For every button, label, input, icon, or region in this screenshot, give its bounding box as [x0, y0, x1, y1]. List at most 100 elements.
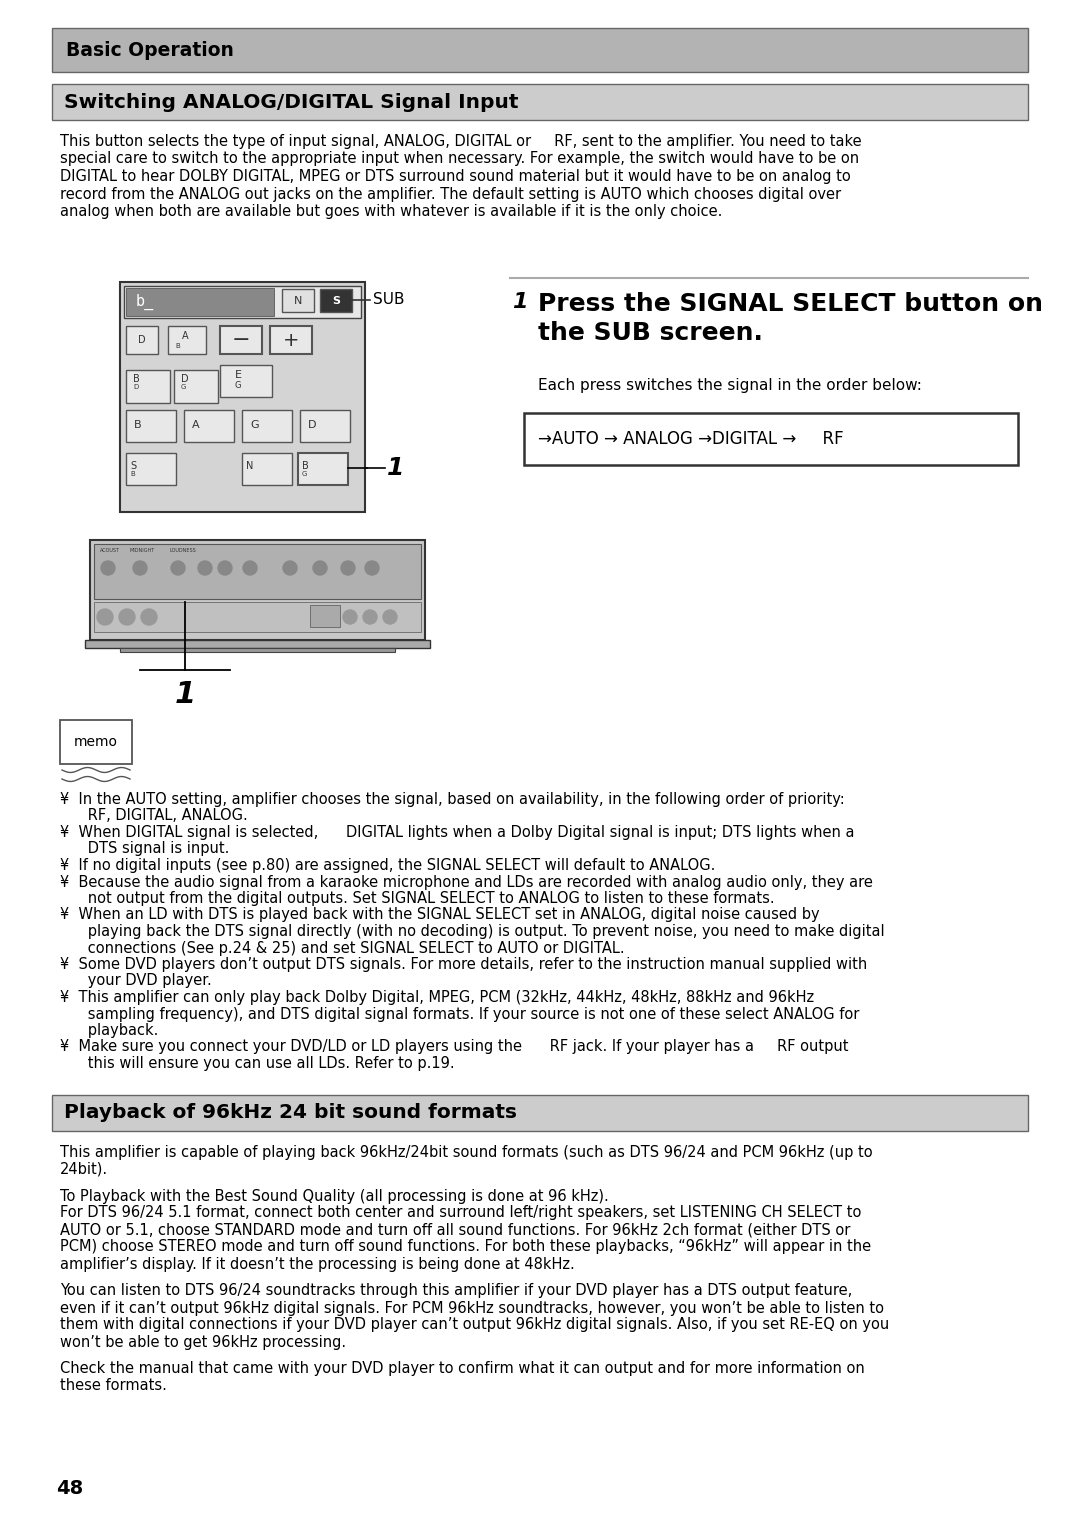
- Bar: [320, 288, 352, 311]
- Text: them with digital connections if your DVD player can’t output 96kHz digital sign: them with digital connections if your DV…: [60, 1317, 889, 1332]
- Circle shape: [343, 610, 357, 624]
- Circle shape: [383, 610, 397, 624]
- Text: playing back the DTS signal directly (with no decoding) is output. To prevent no: playing back the DTS signal directly (wi…: [60, 925, 885, 938]
- Text: S: S: [130, 461, 136, 472]
- Text: SUB: SUB: [373, 293, 405, 308]
- Text: To Playback with the Best Sound Quality (all processing is done at 96 kHz).: To Playback with the Best Sound Quality …: [60, 1189, 609, 1204]
- Text: AUTO or 5.1, choose STANDARD mode and turn off all sound functions. For 96kHz 2c: AUTO or 5.1, choose STANDARD mode and tu…: [60, 1222, 850, 1238]
- Text: B: B: [134, 420, 141, 430]
- Text: A: A: [192, 420, 200, 430]
- Bar: [52, 1094, 1028, 1131]
- Bar: [524, 414, 1018, 465]
- Bar: [184, 410, 234, 443]
- Text: 1: 1: [512, 291, 527, 311]
- Text: ¥  If no digital inputs (see p.80) are assigned, the SIGNAL SELECT will default : ¥ If no digital inputs (see p.80) are as…: [60, 858, 715, 873]
- Text: 1: 1: [174, 681, 195, 710]
- Bar: [126, 410, 176, 443]
- Bar: [220, 327, 262, 354]
- Text: ¥  Because the audio signal from a karaoke microphone and LDs are recorded with : ¥ Because the audio signal from a karaok…: [60, 874, 873, 890]
- Circle shape: [102, 562, 114, 575]
- Text: N: N: [246, 461, 254, 472]
- Text: ¥  When an LD with DTS is played back with the SIGNAL SELECT set in ANALOG, digi: ¥ When an LD with DTS is played back wit…: [60, 908, 820, 923]
- Text: G: G: [234, 380, 241, 389]
- Text: B: B: [130, 472, 135, 478]
- Circle shape: [341, 562, 355, 575]
- Text: b̲: b̲: [136, 295, 154, 310]
- Circle shape: [97, 609, 113, 626]
- Circle shape: [141, 609, 157, 626]
- Text: Playback of 96kHz 24 bit sound formats: Playback of 96kHz 24 bit sound formats: [64, 1103, 517, 1122]
- Bar: [300, 410, 350, 443]
- Text: not output from the digital outputs. Set SIGNAL SELECT to ANALOG to listen to th: not output from the digital outputs. Set…: [60, 891, 774, 906]
- Bar: [270, 327, 312, 354]
- Bar: [310, 604, 340, 627]
- Text: amplifier’s display. If it doesn’t the processing is being done at 48kHz.: amplifier’s display. If it doesn’t the p…: [60, 1256, 575, 1271]
- Text: +: +: [283, 331, 299, 349]
- Text: record from the ANALOG out jacks on the amplifier. The default setting is AUTO w: record from the ANALOG out jacks on the …: [60, 186, 841, 201]
- Text: G: G: [302, 472, 308, 478]
- Bar: [52, 27, 1028, 72]
- Bar: [242, 453, 292, 485]
- Text: ¥  When DIGITAL signal is selected,      DIGITAL lights when a Dolby Digital sig: ¥ When DIGITAL signal is selected, DIGIT…: [60, 826, 854, 839]
- Bar: [282, 288, 314, 311]
- Text: →AUTO → ANALOG →DIGITAL →     RF: →AUTO → ANALOG →DIGITAL → RF: [538, 430, 843, 449]
- Text: MIDNIGHT: MIDNIGHT: [130, 548, 156, 552]
- Text: Switching ANALOG/DIGITAL Signal Input: Switching ANALOG/DIGITAL Signal Input: [64, 93, 518, 111]
- Bar: [220, 365, 272, 397]
- Circle shape: [218, 562, 232, 575]
- Text: 24bit).: 24bit).: [60, 1161, 108, 1177]
- Bar: [60, 720, 132, 765]
- Circle shape: [365, 562, 379, 575]
- Text: connections (See p.24 & 25) and set SIGNAL SELECT to AUTO or DIGITAL.: connections (See p.24 & 25) and set SIGN…: [60, 940, 624, 955]
- Text: −: −: [232, 330, 251, 349]
- Text: sampling frequency), and DTS digital signal formats. If your source is not one o: sampling frequency), and DTS digital sig…: [60, 1007, 860, 1021]
- Circle shape: [133, 562, 147, 575]
- Text: Press the SIGNAL SELECT button on
the SUB screen.: Press the SIGNAL SELECT button on the SU…: [538, 291, 1043, 345]
- Text: ACOUST: ACOUST: [100, 548, 120, 552]
- Text: Each press switches the signal in the order below:: Each press switches the signal in the or…: [538, 378, 922, 394]
- Text: D: D: [133, 385, 138, 391]
- Text: your DVD player.: your DVD player.: [60, 974, 212, 989]
- Text: PCM) choose STEREO mode and turn off sound functions. For both these playbacks, : PCM) choose STEREO mode and turn off sou…: [60, 1239, 872, 1254]
- Text: analog when both are available but goes with whatever is available if it is the : analog when both are available but goes …: [60, 204, 723, 220]
- Text: ¥  Make sure you connect your DVD/LD or LD players using the      RF jack. If yo: ¥ Make sure you connect your DVD/LD or L…: [60, 1039, 849, 1054]
- Circle shape: [363, 610, 377, 624]
- Bar: [174, 369, 218, 403]
- Text: E: E: [234, 369, 242, 380]
- Text: B: B: [302, 461, 309, 472]
- Text: RF, DIGITAL, ANALOG.: RF, DIGITAL, ANALOG.: [60, 809, 247, 824]
- Text: S: S: [332, 296, 340, 305]
- Text: N: N: [294, 296, 302, 305]
- Bar: [298, 453, 348, 485]
- Text: You can listen to DTS 96/24 soundtracks through this amplifier if your DVD playe: You can listen to DTS 96/24 soundtracks …: [60, 1283, 852, 1299]
- Text: even if it can’t output 96kHz digital signals. For PCM 96kHz soundtracks, howeve: even if it can’t output 96kHz digital si…: [60, 1300, 885, 1315]
- Text: ¥  In the AUTO setting, amplifier chooses the signal, based on availability, in : ¥ In the AUTO setting, amplifier chooses…: [60, 792, 845, 807]
- Text: This button selects the type of input signal, ANALOG, DIGITAL or     RF, sent to: This button selects the type of input si…: [60, 134, 862, 150]
- Text: D: D: [138, 336, 146, 345]
- Text: This amplifier is capable of playing back 96kHz/24bit sound formats (such as DTS: This amplifier is capable of playing bac…: [60, 1144, 873, 1160]
- Circle shape: [171, 562, 185, 575]
- Bar: [126, 453, 176, 485]
- Text: Check the manual that came with your DVD player to confirm what it can output an: Check the manual that came with your DVD…: [60, 1361, 865, 1376]
- Bar: [120, 282, 365, 513]
- Bar: [120, 649, 395, 652]
- Bar: [85, 639, 430, 649]
- Bar: [94, 543, 421, 600]
- Bar: [126, 288, 274, 316]
- Bar: [124, 285, 361, 317]
- Text: special care to switch to the appropriate input when necessary. For example, the: special care to switch to the appropriat…: [60, 151, 859, 166]
- Bar: [126, 327, 158, 354]
- Circle shape: [283, 562, 297, 575]
- Text: ¥  Some DVD players don’t output DTS signals. For more details, refer to the ins: ¥ Some DVD players don’t output DTS sign…: [60, 957, 867, 972]
- Circle shape: [243, 562, 257, 575]
- Text: playback.: playback.: [60, 1022, 159, 1038]
- Circle shape: [313, 562, 327, 575]
- Bar: [126, 369, 170, 403]
- Circle shape: [198, 562, 212, 575]
- Text: DTS signal is input.: DTS signal is input.: [60, 841, 229, 856]
- Text: For DTS 96/24 5.1 format, connect both center and surround left/right speakers, : For DTS 96/24 5.1 format, connect both c…: [60, 1206, 862, 1221]
- Text: ¥  This amplifier can only play back Dolby Digital, MPEG, PCM (32kHz, 44kHz, 48k: ¥ This amplifier can only play back Dolb…: [60, 990, 814, 1006]
- Text: 1: 1: [387, 456, 404, 481]
- Text: won’t be able to get 96kHz processing.: won’t be able to get 96kHz processing.: [60, 1335, 346, 1349]
- Text: B: B: [133, 374, 139, 385]
